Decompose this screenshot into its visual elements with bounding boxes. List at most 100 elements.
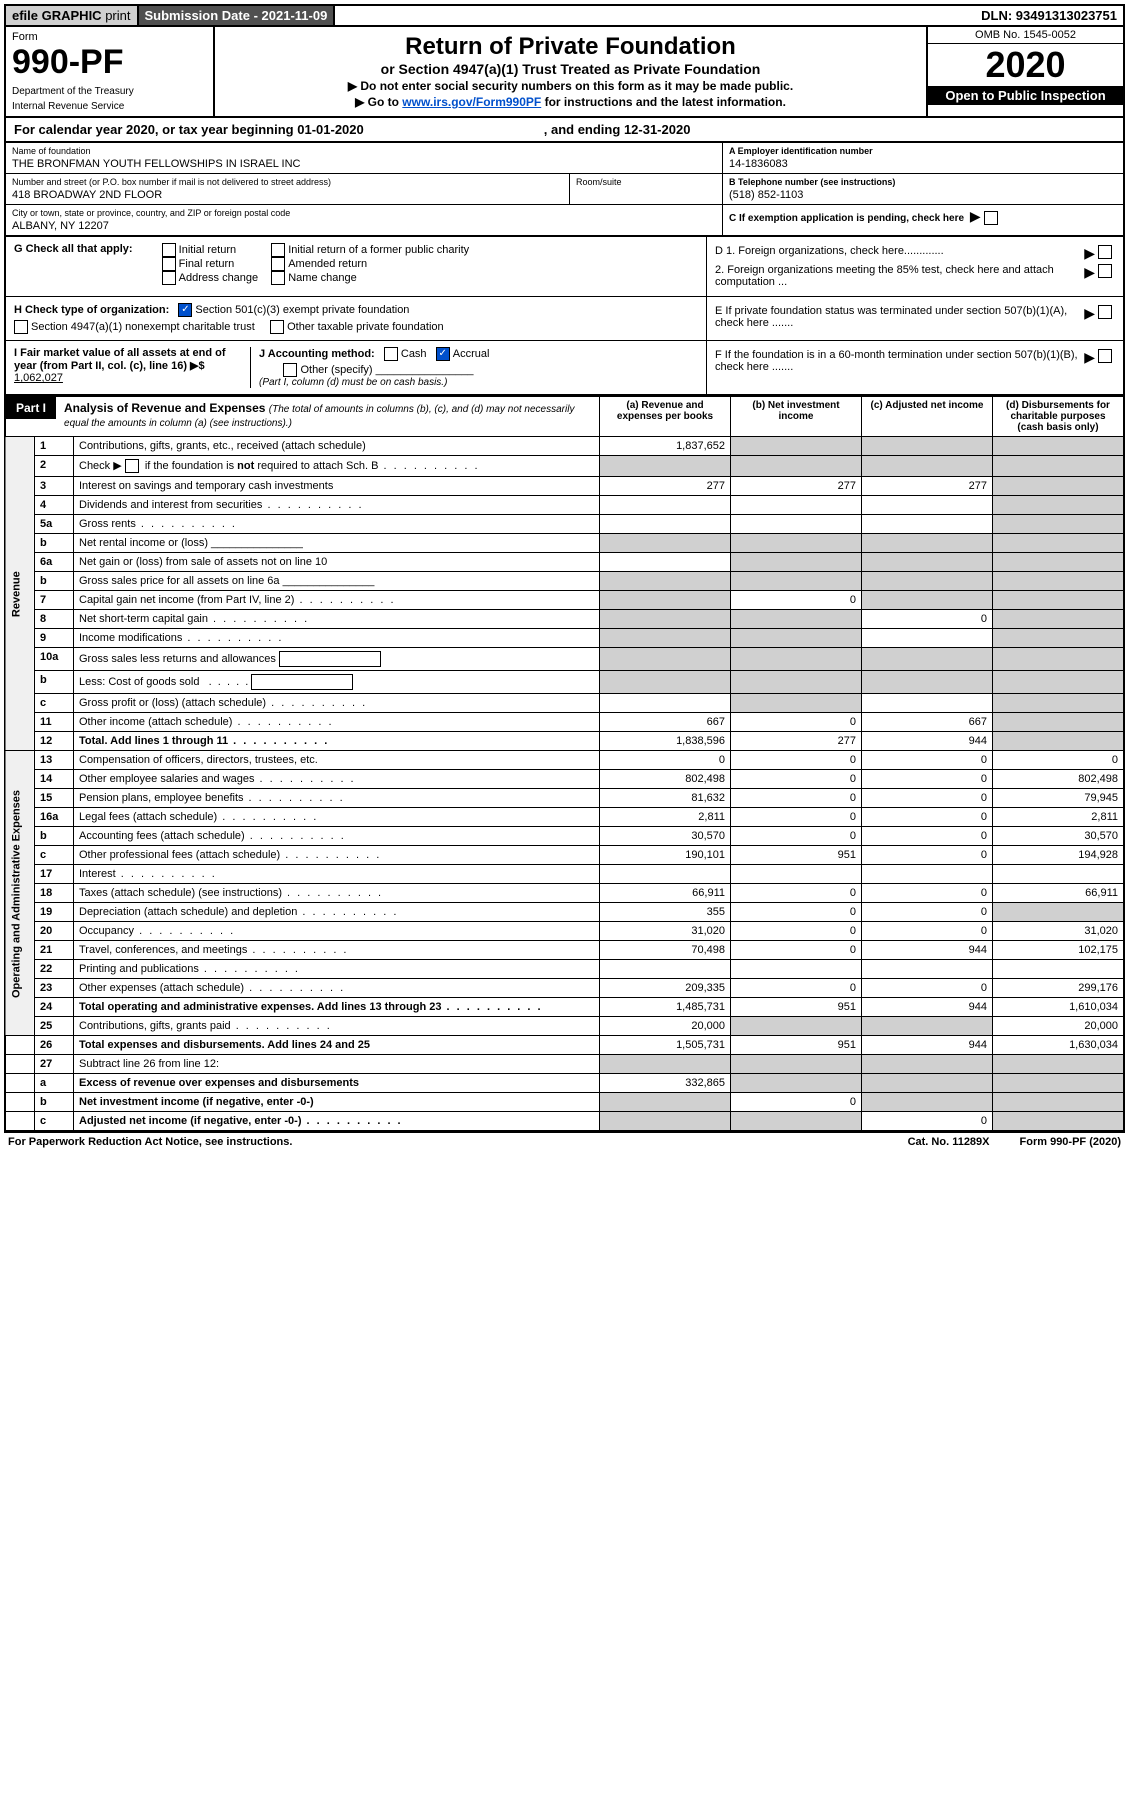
section-h-e: H Check type of organization: Section 50…: [4, 297, 1125, 341]
ein-value: 14-1836083: [729, 158, 1117, 170]
cb-cash[interactable]: [384, 347, 398, 361]
form-label: Form: [12, 31, 207, 43]
table-row: 12Total. Add lines 1 through 111,838,596…: [5, 732, 1124, 751]
table-row: 3Interest on savings and temporary cash …: [5, 477, 1124, 496]
table-row: aExcess of revenue over expenses and dis…: [5, 1074, 1124, 1093]
d1-label: D 1. Foreign organizations, check here..…: [715, 245, 1081, 257]
table-row: 6aNet gain or (loss) from sale of assets…: [5, 553, 1124, 572]
city-state-zip: ALBANY, NY 12207: [12, 220, 716, 232]
efile-label: efile GRAPHIC print: [6, 6, 139, 25]
table-row: 11Other income (attach schedule)6670667: [5, 713, 1124, 732]
omb-number: OMB No. 1545-0052: [928, 27, 1123, 44]
table-row: 24Total operating and administrative exp…: [5, 998, 1124, 1017]
calendar-year-row: For calendar year 2020, or tax year begi…: [4, 118, 1125, 143]
cb-other-method[interactable]: [283, 363, 297, 377]
table-row: Operating and Administrative Expenses 13…: [5, 751, 1124, 770]
col-d-header: (d) Disbursements for charitable purpose…: [993, 397, 1125, 437]
table-row: bGross sales price for all assets on lin…: [5, 572, 1124, 591]
table-row: cGross profit or (loss) (attach schedule…: [5, 694, 1124, 713]
section-ij-f: I Fair market value of all assets at end…: [4, 341, 1125, 396]
table-row: 20Occupancy31,0200031,020: [5, 922, 1124, 941]
open-public-inspection: Open to Public Inspection: [928, 86, 1123, 105]
table-row: 21Travel, conferences, and meetings70,49…: [5, 941, 1124, 960]
table-row: 5aGross rents: [5, 515, 1124, 534]
tel-value: (518) 852-1103: [729, 189, 1117, 201]
j-note: (Part I, column (d) must be on cash basi…: [259, 377, 698, 388]
city-label: City or town, state or province, country…: [12, 208, 716, 218]
expenses-sidelabel: Operating and Administrative Expenses: [5, 751, 35, 1036]
table-row: 27Subtract line 26 from line 12:: [5, 1055, 1124, 1074]
e-label: E If private foundation status was termi…: [715, 305, 1081, 329]
cb-accrual[interactable]: [436, 347, 450, 361]
c-label: C If exemption application is pending, c…: [729, 213, 964, 224]
instr-url: ▶ Go to www.irs.gov/Form990PF for instru…: [221, 95, 920, 109]
table-row: bAccounting fees (attach schedule)30,570…: [5, 827, 1124, 846]
col-a-header: (a) Revenue and expenses per books: [600, 397, 731, 437]
form-title: Return of Private Foundation: [221, 33, 920, 61]
tel-label: B Telephone number (see instructions): [729, 177, 1117, 187]
table-row: cAdjusted net income (if negative, enter…: [5, 1112, 1124, 1132]
instr-ssn: ▶ Do not enter social security numbers o…: [221, 79, 920, 93]
i-fmv-value: 1,062,027: [14, 372, 63, 384]
dept-irs: Internal Revenue Service: [12, 101, 207, 112]
i-label: I Fair market value of all assets at end…: [14, 347, 226, 372]
foundation-name: THE BRONFMAN YOUTH FELLOWSHIPS IN ISRAEL…: [12, 158, 716, 170]
j-label: J Accounting method:: [259, 348, 375, 360]
table-row: bLess: Cost of goods sold . . . . .: [5, 671, 1124, 694]
table-row: bNet investment income (if negative, ent…: [5, 1093, 1124, 1112]
cb-f[interactable]: [1098, 349, 1112, 363]
cb-name-change[interactable]: [271, 271, 285, 285]
cb-initial-former[interactable]: [271, 243, 285, 257]
cb-address-change[interactable]: [162, 271, 176, 285]
table-row: 7Capital gain net income (from Part IV, …: [5, 591, 1124, 610]
cb-other-taxable[interactable]: [270, 320, 284, 334]
cb-amended-return[interactable]: [271, 257, 285, 271]
section-g-d: G Check all that apply: Initial return F…: [4, 237, 1125, 297]
paperwork-notice: For Paperwork Reduction Act Notice, see …: [8, 1136, 292, 1148]
c-checkbox[interactable]: [984, 211, 998, 225]
col-c-header: (c) Adjusted net income: [862, 397, 993, 437]
table-row: 23Other expenses (attach schedule)209,33…: [5, 979, 1124, 998]
h-label: H Check type of organization:: [14, 304, 169, 316]
g-label: G Check all that apply:: [14, 243, 133, 255]
dept-treasury: Department of the Treasury: [12, 86, 207, 97]
part1-table: Part I Analysis of Revenue and Expenses …: [4, 396, 1125, 1132]
cb-4947[interactable]: [14, 320, 28, 334]
ein-label: A Employer identification number: [729, 146, 1117, 156]
cb-final-return[interactable]: [162, 257, 176, 271]
cb-501c3[interactable]: [178, 303, 192, 317]
table-row: 18Taxes (attach schedule) (see instructi…: [5, 884, 1124, 903]
table-row: 19Depreciation (attach schedule) and dep…: [5, 903, 1124, 922]
table-row: 26Total expenses and disbursements. Add …: [5, 1036, 1124, 1055]
table-row: Revenue 1Contributions, gifts, grants, e…: [5, 437, 1124, 456]
cb-initial-return[interactable]: [162, 243, 176, 257]
cb-d2[interactable]: [1098, 264, 1112, 278]
form-page-ref: Form 990-PF (2020): [1020, 1136, 1121, 1148]
revenue-sidelabel: Revenue: [5, 437, 35, 751]
cb-e[interactable]: [1098, 305, 1112, 319]
table-row: 15Pension plans, employee benefits81,632…: [5, 789, 1124, 808]
d2-label: 2. Foreign organizations meeting the 85%…: [715, 264, 1081, 288]
form-url-link[interactable]: www.irs.gov/Form990PF: [402, 95, 541, 109]
table-row: 14Other employee salaries and wages802,4…: [5, 770, 1124, 789]
table-row: 4Dividends and interest from securities: [5, 496, 1124, 515]
table-row: 10aGross sales less returns and allowanc…: [5, 648, 1124, 671]
part1-title: Analysis of Revenue and Expenses: [64, 401, 265, 415]
form-subtitle: or Section 4947(a)(1) Trust Treated as P…: [221, 61, 920, 77]
street-address: 418 BROADWAY 2ND FLOOR: [12, 189, 563, 201]
table-row: 9Income modifications: [5, 629, 1124, 648]
page-footer: For Paperwork Reduction Act Notice, see …: [4, 1132, 1125, 1151]
col-b-header: (b) Net investment income: [731, 397, 862, 437]
top-bar: efile GRAPHIC print Submission Date - 20…: [4, 4, 1125, 27]
cb-sch-b[interactable]: [125, 459, 139, 473]
addr-label: Number and street (or P.O. box number if…: [12, 177, 563, 187]
f-label: F If the foundation is in a 60-month ter…: [715, 349, 1081, 373]
form-header: Form 990-PF Department of the Treasury I…: [4, 27, 1125, 118]
table-row: 17Interest: [5, 865, 1124, 884]
name-label: Name of foundation: [12, 146, 716, 156]
tax-year: 2020: [928, 44, 1123, 86]
table-row: cOther professional fees (attach schedul…: [5, 846, 1124, 865]
table-row: 22Printing and publications: [5, 960, 1124, 979]
cat-no: Cat. No. 11289X: [908, 1136, 990, 1148]
cb-d1[interactable]: [1098, 245, 1112, 259]
